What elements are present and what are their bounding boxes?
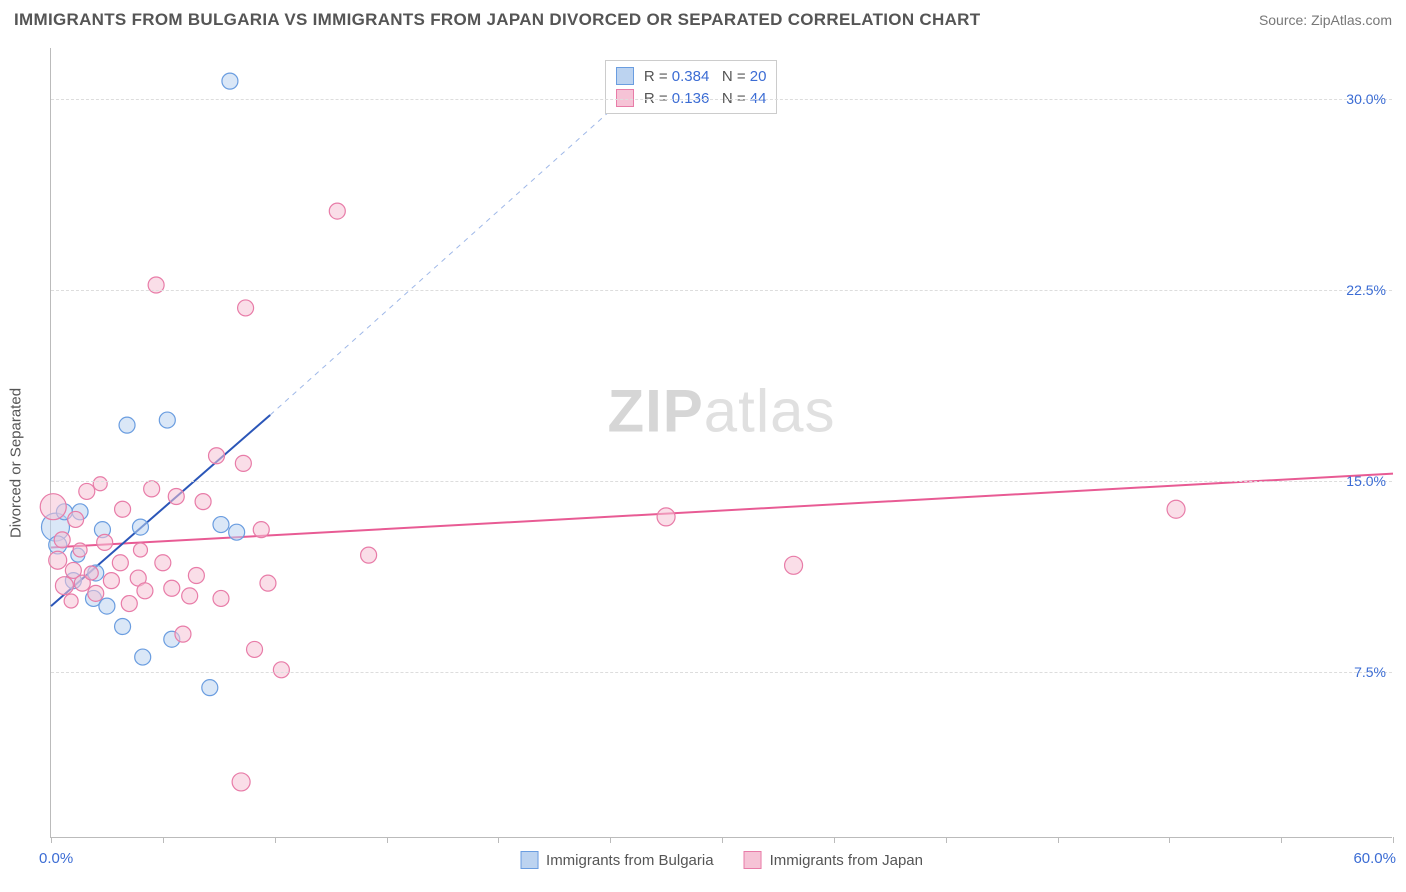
chart-area: Divorced or Separated ZIPatlas 0.0% 60.0… — [14, 48, 1392, 878]
point-bulgaria — [115, 618, 131, 634]
x-tick — [1058, 837, 1059, 843]
legend-stats-box: R = 0.384 N = 20R = 0.136 N = 44 — [605, 60, 778, 114]
point-japan — [133, 543, 147, 557]
point-japan — [97, 534, 113, 550]
plot-region: ZIPatlas 0.0% 60.0% Immigrants from Bulg… — [50, 48, 1392, 838]
y-tick-label: 30.0% — [1346, 91, 1386, 107]
point-bulgaria — [132, 519, 148, 535]
point-japan — [1167, 500, 1185, 518]
point-japan — [115, 501, 131, 517]
source-prefix: Source: — [1259, 12, 1311, 28]
source-label: Source: ZipAtlas.com — [1259, 12, 1392, 28]
legend-label: Immigrants from Bulgaria — [546, 852, 714, 869]
point-japan — [40, 494, 66, 520]
legend-label: Immigrants from Japan — [770, 852, 923, 869]
legend-swatch — [616, 67, 634, 85]
x-tick — [387, 837, 388, 843]
point-bulgaria — [213, 517, 229, 533]
point-bulgaria — [229, 524, 245, 540]
x-tick — [163, 837, 164, 843]
x-tick — [834, 837, 835, 843]
point-japan — [155, 555, 171, 571]
x-tick — [275, 837, 276, 843]
legend-stats-text: R = 0.384 N = 20 — [644, 68, 767, 85]
source-link[interactable]: ZipAtlas.com — [1311, 12, 1392, 28]
x-tick — [51, 837, 52, 843]
point-japan — [93, 477, 107, 491]
y-tick-label: 15.0% — [1346, 473, 1386, 489]
x-tick — [946, 837, 947, 843]
legend-swatch — [744, 851, 762, 869]
x-tick — [1281, 837, 1282, 843]
point-bulgaria — [222, 73, 238, 89]
x-tick — [498, 837, 499, 843]
y-axis-label: Divorced or Separated — [8, 388, 25, 538]
point-japan — [247, 641, 263, 657]
gridline — [51, 672, 1392, 673]
chart-title: IMMIGRANTS FROM BULGARIA VS IMMIGRANTS F… — [14, 10, 980, 29]
point-japan — [188, 568, 204, 584]
point-japan — [103, 573, 119, 589]
point-japan — [54, 532, 70, 548]
point-japan — [361, 547, 377, 563]
gridline — [51, 290, 1392, 291]
point-japan — [168, 489, 184, 505]
point-japan — [175, 626, 191, 642]
gridline — [51, 481, 1392, 482]
point-japan — [144, 481, 160, 497]
point-japan — [84, 566, 98, 580]
point-japan — [112, 555, 128, 571]
point-japan — [213, 590, 229, 606]
x-tick — [722, 837, 723, 843]
x-tick — [1393, 837, 1394, 843]
y-tick-label: 7.5% — [1354, 664, 1386, 680]
point-japan — [238, 300, 254, 316]
header: IMMIGRANTS FROM BULGARIA VS IMMIGRANTS F… — [14, 10, 1392, 40]
point-japan — [253, 522, 269, 538]
y-tick-label: 22.5% — [1346, 282, 1386, 298]
point-japan — [232, 773, 250, 791]
legend-swatch — [520, 851, 538, 869]
point-bulgaria — [202, 680, 218, 696]
point-japan — [88, 585, 104, 601]
point-japan — [64, 594, 78, 608]
legend-bottom: Immigrants from Bulgaria Immigrants from … — [520, 851, 923, 869]
x-tick — [610, 837, 611, 843]
point-japan — [235, 455, 251, 471]
point-japan — [260, 575, 276, 591]
point-japan — [785, 556, 803, 574]
point-japan — [195, 494, 211, 510]
point-japan — [55, 577, 73, 595]
point-japan — [209, 448, 225, 464]
point-japan — [68, 511, 84, 527]
legend-item-japan[interactable]: Immigrants from Japan — [744, 851, 923, 869]
gridline — [51, 99, 1392, 100]
x-axis-end-label: 60.0% — [1353, 850, 1396, 867]
point-japan — [137, 583, 153, 599]
point-japan — [329, 203, 345, 219]
x-tick — [1169, 837, 1170, 843]
plot-svg — [51, 48, 1392, 837]
point-japan — [273, 662, 289, 678]
point-japan — [73, 543, 87, 557]
point-japan — [164, 580, 180, 596]
point-japan — [657, 508, 675, 526]
point-japan — [121, 596, 137, 612]
point-japan — [79, 483, 95, 499]
point-bulgaria — [119, 417, 135, 433]
legend-stats-row-bulgaria: R = 0.384 N = 20 — [616, 67, 767, 85]
point-bulgaria — [159, 412, 175, 428]
point-bulgaria — [99, 598, 115, 614]
point-japan — [49, 551, 67, 569]
point-japan — [182, 588, 198, 604]
x-axis-start-label: 0.0% — [39, 850, 73, 867]
legend-item-bulgaria[interactable]: Immigrants from Bulgaria — [520, 851, 714, 869]
point-bulgaria — [135, 649, 151, 665]
